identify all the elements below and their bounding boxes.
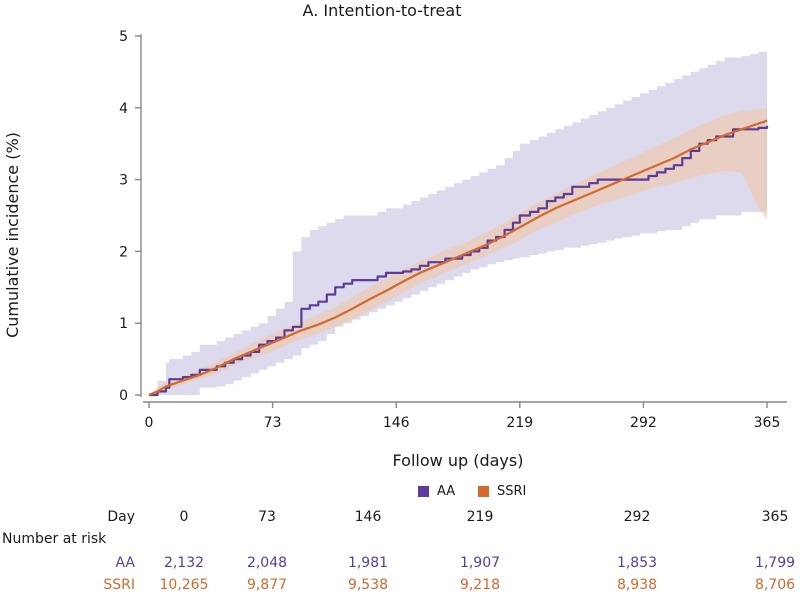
x-tick-label-0: 0 (145, 415, 154, 431)
y-tick-label-5: 5 (119, 29, 128, 45)
confidence-bands (149, 50, 767, 396)
risk-ssri-219: 9,218 (459, 577, 501, 593)
risk-day-label: Day (107, 509, 135, 525)
legend-item-ssri: SSRI (478, 484, 526, 499)
risk-day-0: 0 (179, 509, 189, 525)
cumulative-incidence-chart: A. Intention-to-treat 0 73 146 219 292 365 0 1 2… (3, 1, 787, 470)
risk-aa-0: 2,132 (163, 555, 205, 571)
y-tick-label-0: 0 (119, 388, 128, 404)
legend-label-aa: AA (437, 484, 456, 499)
x-axis-label: Follow up (days) (393, 451, 524, 470)
chart-title: A. Intention-to-treat (303, 1, 462, 20)
risk-ssri-label: SSRI (103, 577, 135, 593)
axes: 0 73 146 219 292 365 0 1 2 3 4 5 (119, 29, 787, 431)
legend: AA SSRI (0, 484, 800, 504)
x-tick-label-219: 219 (506, 415, 533, 431)
risk-aa-146: 1,981 (347, 555, 389, 571)
risk-table: Day Number at risk AA SSRI 0 73 146 219 … (0, 505, 800, 605)
series-lines (148, 119, 769, 397)
x-tick-label-292: 292 (630, 415, 657, 431)
risk-ssri-0: 10,265 (159, 577, 209, 593)
y-axis-label: Cumulative incidence (%) (3, 132, 22, 338)
risk-day-365: 365 (761, 509, 789, 525)
risk-ssri-73: 9,877 (246, 577, 288, 593)
risk-ssri-292: 8,938 (616, 577, 658, 593)
risk-ssri-146: 9,538 (347, 577, 389, 593)
y-tick-label-3: 3 (119, 173, 128, 189)
x-tick-label-73: 73 (264, 415, 282, 431)
risk-day-73: 73 (258, 509, 276, 525)
legend-swatch-aa (418, 486, 429, 497)
risk-day-219: 219 (466, 509, 494, 525)
risk-aa-365: 1,799 (754, 555, 796, 571)
risk-aa-label: AA (115, 555, 135, 571)
risk-ssri-365: 8,706 (754, 577, 796, 593)
x-tick-label-146: 146 (383, 415, 410, 431)
y-tick-label-1: 1 (119, 316, 128, 332)
risk-day-146: 146 (354, 509, 382, 525)
x-tick-label-365: 365 (754, 415, 781, 431)
risk-aa-292: 1,853 (616, 555, 658, 571)
confidence-band-aa (149, 50, 767, 396)
risk-aa-219: 1,907 (459, 555, 501, 571)
series-line-ssri (148, 119, 768, 397)
risk-day-292: 292 (623, 509, 651, 525)
risk-aa-73: 2,048 (246, 555, 288, 571)
confidence-band-ssri (149, 107, 767, 396)
risk-number-label: Number at risk (2, 531, 107, 547)
legend-swatch-ssri (478, 486, 489, 497)
legend-label-ssri: SSRI (497, 484, 527, 499)
y-tick-label-2: 2 (119, 244, 128, 260)
legend-item-aa: AA (418, 484, 455, 499)
y-tick-label-4: 4 (119, 101, 128, 117)
